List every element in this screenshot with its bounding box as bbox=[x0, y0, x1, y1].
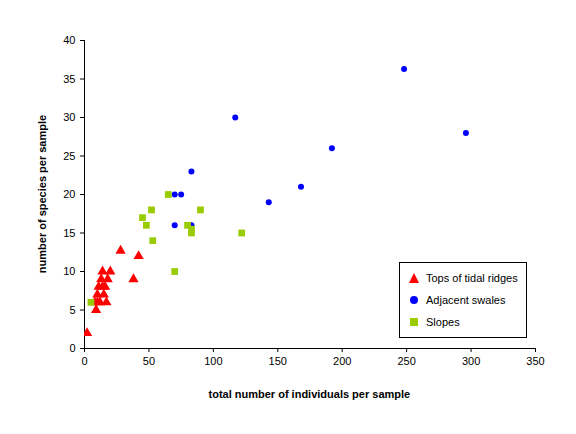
svg-text:0: 0 bbox=[81, 355, 87, 367]
svg-text:200: 200 bbox=[333, 355, 351, 367]
svg-text:30: 30 bbox=[63, 111, 75, 123]
html-text:number of species per sample: number of species per sample bbox=[36, 114, 49, 274]
svg-text:0: 0 bbox=[69, 342, 75, 354]
svg-text:100: 100 bbox=[204, 355, 222, 367]
svg-text:5: 5 bbox=[69, 304, 75, 316]
svg-text:20: 20 bbox=[63, 188, 75, 200]
html-text:Tops of tidal ridges: Tops of tidal ridges bbox=[426, 272, 518, 284]
svg-text:15: 15 bbox=[63, 227, 75, 239]
svg-text:10: 10 bbox=[63, 265, 75, 277]
svg-text:40: 40 bbox=[63, 34, 75, 46]
svg-text:250: 250 bbox=[397, 355, 415, 367]
svg-text:35: 35 bbox=[63, 73, 75, 85]
svg-text:350: 350 bbox=[526, 355, 544, 367]
svg-text:50: 50 bbox=[143, 355, 155, 367]
svg-text:300: 300 bbox=[462, 355, 480, 367]
svg-text:150: 150 bbox=[269, 355, 287, 367]
html-text:Slopes: Slopes bbox=[426, 316, 460, 328]
svg-text:25: 25 bbox=[63, 150, 75, 162]
html-text:total number of individuals pe: total number of individuals per sample bbox=[208, 388, 411, 400]
html-text:Adjacent swales: Adjacent swales bbox=[426, 294, 506, 306]
